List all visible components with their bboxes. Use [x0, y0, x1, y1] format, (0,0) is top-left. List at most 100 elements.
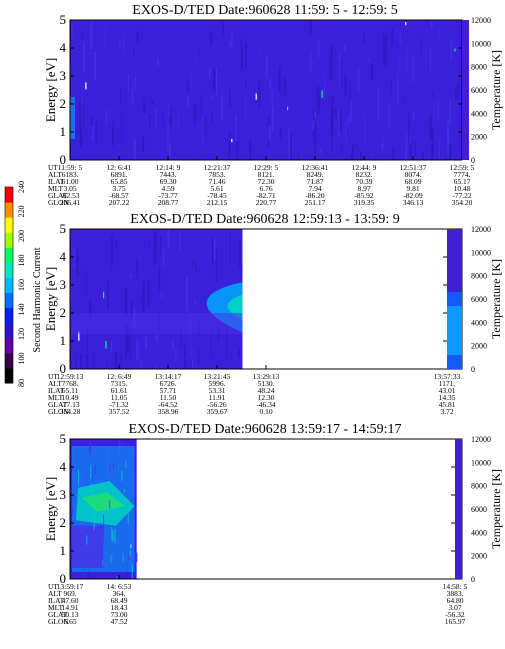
panel-3-spectrogram: [70, 439, 138, 579]
ephemeris-row-label: ILAT: [48, 177, 65, 186]
noise-streak: [103, 527, 105, 542]
ephemeris-value: 3.07: [448, 603, 461, 612]
noise-streak: [213, 238, 216, 261]
noise-streak: [91, 483, 93, 500]
noise-streak: [267, 116, 270, 149]
noise-streak: [167, 229, 170, 247]
energy-tick-label: 1: [60, 124, 67, 139]
temperature-tick-label: 0: [471, 156, 475, 165]
colorbar-swatch: [5, 232, 13, 248]
ephemeris-value: 65.17: [454, 177, 471, 186]
temperature-tick-label: 6000: [471, 505, 487, 514]
temperature-tick-label: 2000: [471, 133, 487, 142]
ephemeris-value: 208.77: [158, 198, 179, 207]
noise-streak: [335, 48, 336, 53]
ephemeris-value: 12:29: 5: [254, 163, 279, 172]
noise-streak: [79, 126, 82, 149]
ephemeris-value: 359.67: [207, 407, 228, 416]
colorbar-swatch: [5, 307, 13, 324]
noise-streak: [349, 89, 351, 95]
noise-streak: [447, 132, 449, 156]
noise-streak: [331, 123, 333, 152]
noise-streak: [83, 44, 85, 71]
ephemeris-value: 47.52: [111, 617, 128, 626]
ephemeris-value: 9.81: [406, 184, 419, 193]
ephemeris-value: 18.43: [111, 603, 128, 612]
energy-tick-label: 3: [60, 277, 67, 292]
bright-speck: [255, 93, 257, 100]
noise-streak: [78, 469, 79, 486]
noise-streak: [192, 358, 194, 369]
lowenergy-band: [70, 313, 243, 334]
panel-1-temperature-axis: 0 2000 4000 6000 8000 10000 12000: [471, 16, 491, 165]
noise-streak: [431, 20, 433, 29]
noise-streak: [245, 80, 247, 86]
noise-streak: [422, 152, 424, 160]
bright-speck: [103, 291, 105, 299]
ephemeris-value: 13:29:13: [253, 372, 280, 381]
ephemeris-value: 0.10: [259, 407, 272, 416]
noise-streak: [120, 87, 122, 107]
noise-streak: [319, 149, 322, 154]
temperature-tick-label: 4000: [471, 109, 487, 118]
ephemeris-value: 7774.: [454, 170, 471, 179]
ephemeris-value: 7.94: [308, 184, 321, 193]
noise-streak: [229, 89, 231, 109]
noise-streak: [155, 334, 158, 342]
noise-streak: [438, 28, 440, 40]
noise-streak: [175, 346, 177, 362]
noise-streak: [93, 515, 95, 530]
energy-tick-label: 4: [60, 40, 67, 55]
noise-streak: [447, 119, 449, 142]
ephemeris-value: -56.26: [207, 400, 227, 409]
panel-1-energy-label: Energy [eV]: [43, 58, 58, 122]
noise-streak: [414, 139, 416, 156]
ephemeris-value: -82.09: [403, 191, 423, 200]
noise-streak: [90, 116, 93, 133]
ephemeris-value: 53.31: [209, 386, 226, 395]
ephemeris-value: 354.28: [60, 407, 81, 416]
ephemeris-row-label: ILAT: [48, 386, 65, 395]
noise-streak: [112, 121, 114, 146]
noise-streak: [136, 340, 139, 361]
noise-streak: [383, 34, 385, 67]
noise-streak: [226, 325, 228, 356]
noise-streak: [371, 153, 373, 160]
noise-streak: [142, 94, 144, 102]
temperature-tick-label: 12000: [471, 225, 491, 234]
noise-streak: [268, 126, 271, 141]
noise-streak: [81, 541, 83, 554]
bright-speck: [231, 138, 233, 143]
temperature-gradient-band: [447, 306, 462, 355]
energy-tick-label: 0: [60, 361, 67, 376]
ephemeris-value: 8.97: [357, 184, 370, 193]
noise-streak: [192, 261, 194, 266]
noise-streak: [162, 112, 164, 130]
noise-streak: [82, 557, 84, 571]
energy-tick-label: 4: [60, 249, 67, 264]
plasma-core: [227, 294, 243, 319]
noise-streak: [169, 143, 171, 160]
noise-streak: [290, 133, 292, 160]
energy-tick-label: 2: [60, 96, 67, 111]
ephemeris-value: 14.35: [439, 393, 456, 402]
noise-streak: [312, 121, 315, 130]
noise-streak: [80, 354, 82, 369]
ephemeris-value: 6.65: [63, 617, 76, 626]
noise-streak: [284, 76, 286, 99]
noise-streak: [391, 80, 392, 92]
spectrogram-background: [70, 20, 462, 160]
noise-streak: [102, 559, 104, 566]
ephemeris-row-label: MLT: [48, 603, 64, 612]
temperature-tick-label: 8000: [471, 482, 487, 491]
colorbar-tick-label: 120: [17, 328, 26, 340]
colorbar-tick-label: 160: [17, 279, 26, 291]
noise-streak: [128, 553, 130, 561]
noise-streak: [84, 39, 86, 46]
noise-streak: [86, 353, 89, 369]
noise-streak: [71, 20, 73, 38]
bright-speck: [78, 331, 80, 341]
noise-streak: [391, 27, 394, 45]
ephemeris-value: 11.50: [160, 393, 177, 402]
noise-streak: [450, 41, 453, 61]
